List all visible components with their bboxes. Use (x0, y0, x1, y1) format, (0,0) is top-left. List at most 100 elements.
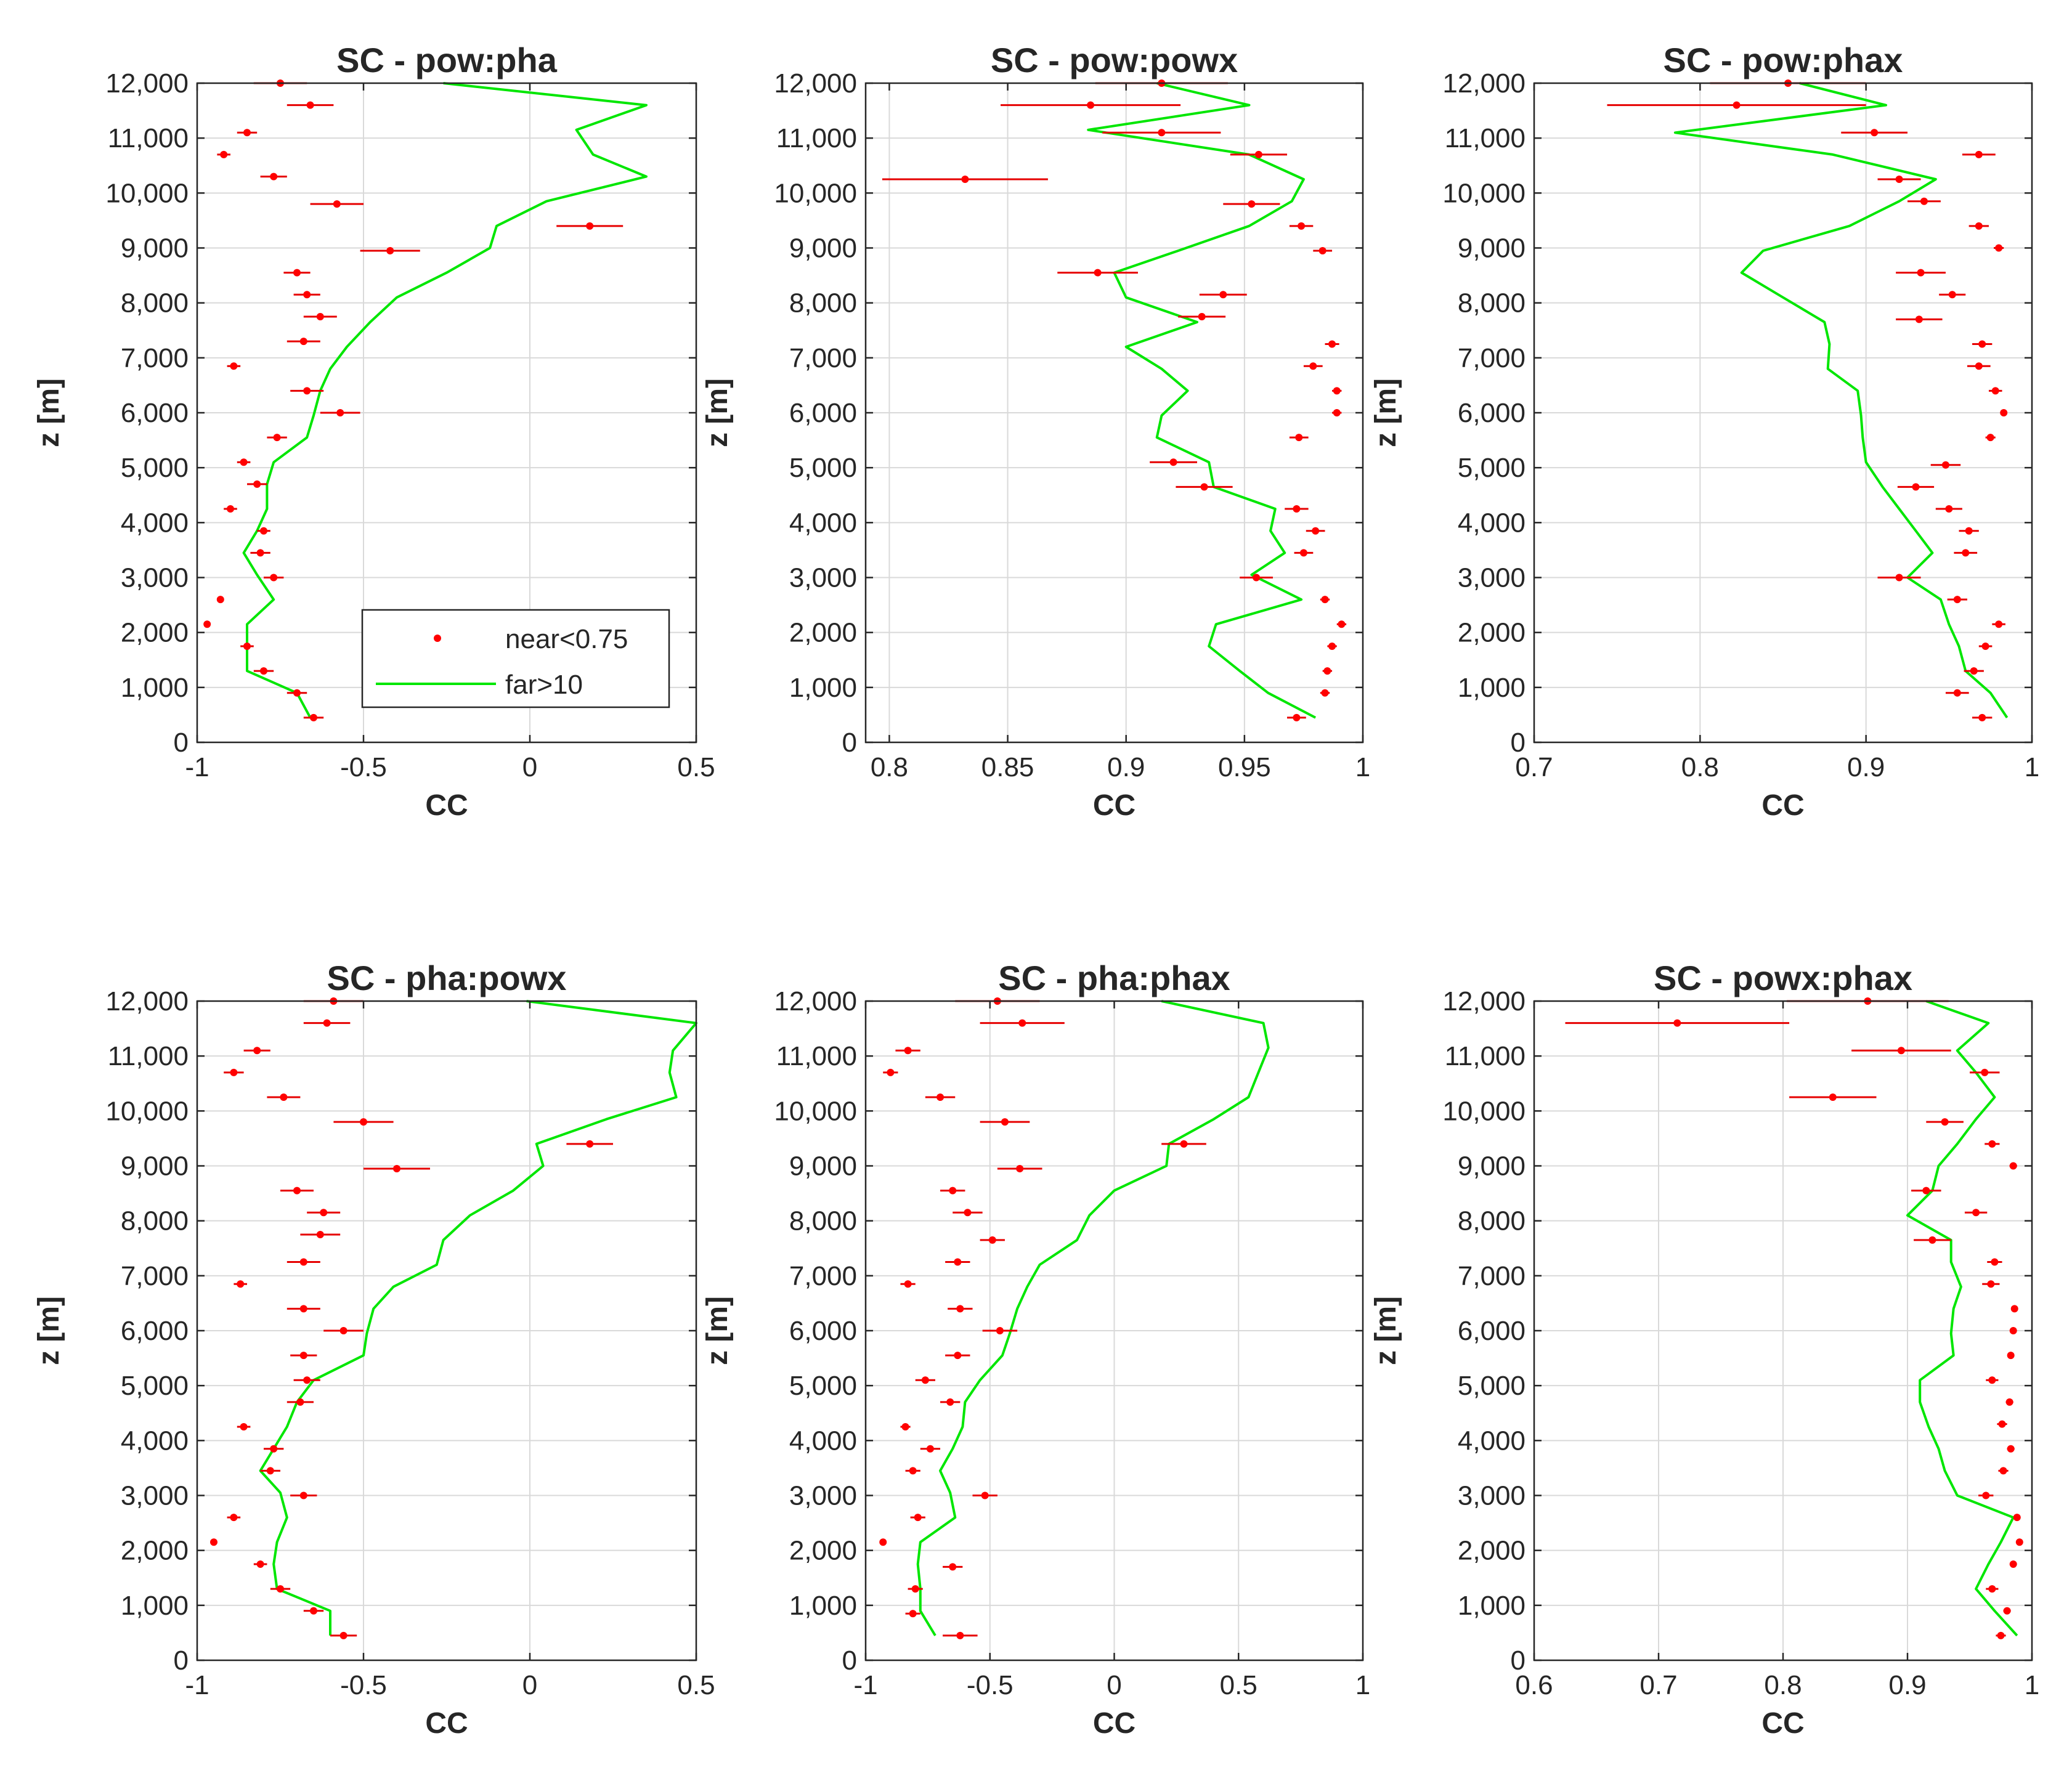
near-data-point (323, 1019, 331, 1027)
y-tick-label: 12,000 (105, 986, 189, 1016)
chart-title: SC - pha:powx (327, 959, 567, 997)
near-data-point (949, 1563, 957, 1571)
x-tick-label: 0.5 (677, 1670, 715, 1700)
y-tick-label: 9,000 (789, 233, 857, 264)
near-data-point (1001, 1118, 1009, 1126)
legend-label-far: far>10 (505, 670, 583, 700)
y-tick-label: 2,000 (121, 1536, 189, 1566)
y-tick-label: 6,000 (121, 398, 189, 428)
chart-panel-2: 0.8 0.85 0.9 0.95 1 0 1,000 2,000 3,000 4,000 5,00… (701, 41, 1370, 822)
near-data-point (901, 1423, 909, 1431)
far-series-line (1673, 82, 2009, 719)
near-data-point (1299, 549, 1307, 557)
y-tick-label: 10,000 (1442, 178, 1526, 208)
near-data-point (936, 1093, 945, 1102)
chart-panel-6: 0.6 0.7 0.8 0.9 1 0 1,000 2,000 3,000 4,000 5,000 6… (1370, 959, 2039, 1740)
y-tick-label: 5,000 (1458, 1371, 1526, 1401)
y-axis-label: z [m] (701, 378, 734, 447)
near-data-point (1180, 1140, 1188, 1148)
near-data-point (1094, 269, 1102, 277)
y-tick-label: 7,000 (1458, 343, 1526, 373)
near-data-point (299, 1305, 307, 1313)
x-tick-label: 0 (1107, 1670, 1121, 1700)
y-tick-label: 4,000 (789, 1426, 857, 1456)
x-tick-label: 0 (522, 752, 537, 782)
y-tick-label: 3,000 (789, 1481, 857, 1511)
near-data-point (270, 574, 278, 582)
legend-label-near: near<0.75 (505, 624, 628, 654)
near-data-point (2007, 1352, 2015, 1360)
y-tick-label: 6,000 (789, 398, 857, 428)
near-data-point (2007, 1445, 2015, 1453)
y-tick-label: 6,000 (789, 1316, 857, 1346)
near-data-point (1981, 1068, 1989, 1076)
y-tick-label: 11,000 (776, 1041, 857, 1071)
near-data-point (1948, 291, 1956, 299)
near-data-point (237, 1280, 245, 1288)
near-data-point (1312, 527, 1320, 535)
y-tick-label: 9,000 (789, 1151, 857, 1182)
near-data-point (954, 1258, 962, 1266)
near-data-point (306, 101, 314, 109)
y-tick-label: 5,000 (789, 453, 857, 483)
near-data-point (2010, 1305, 2018, 1313)
near-data-point (1945, 505, 1953, 513)
x-tick-label: 0.7 (1639, 1670, 1677, 1700)
y-tick-label: 8,000 (1458, 288, 1526, 319)
far-series-line (242, 82, 648, 718)
near-data-point (1309, 362, 1317, 370)
legend-marker-near (434, 635, 441, 642)
near-data-point (956, 1631, 964, 1639)
near-data-point (1991, 387, 1999, 395)
near-data-point (1922, 1187, 1930, 1195)
y-tick-label: 0 (842, 1645, 857, 1676)
near-data-point (996, 1327, 1004, 1334)
y-tick-label: 6,000 (1458, 398, 1526, 428)
near-data-point (316, 1230, 324, 1238)
near-data-point (961, 176, 969, 184)
x-tick-label: 1 (2025, 1670, 2039, 1700)
near-data-point (303, 1376, 311, 1384)
y-tick-label: 12,000 (1442, 986, 1526, 1016)
near-data-point (2003, 1607, 2011, 1615)
near-data-point (1987, 1280, 1995, 1288)
x-tick-label: -0.5 (340, 752, 387, 782)
near-data-point (2009, 1327, 2017, 1334)
near-data-point (1333, 387, 1341, 395)
near-data-point (1198, 312, 1206, 320)
y-tick-label: 1,000 (121, 673, 189, 703)
y-tick-label: 4,000 (121, 508, 189, 538)
y-tick-label: 8,000 (789, 1206, 857, 1236)
y-tick-label: 11,000 (1445, 1041, 1526, 1071)
near-data-point (921, 1376, 929, 1384)
near-data-point (216, 596, 224, 604)
near-data-point (2013, 1514, 2021, 1522)
near-data-point (2005, 1398, 2013, 1406)
near-data-point (1871, 129, 1879, 137)
near-data-point (1995, 244, 2003, 252)
y-tick-label: 4,000 (789, 508, 857, 538)
near-data-point (280, 1093, 288, 1102)
near-data-point (1318, 246, 1326, 254)
near-data-point (293, 689, 301, 697)
y-tick-label: 5,000 (121, 453, 189, 483)
near-data-point (1988, 1140, 1996, 1148)
near-data-point (303, 387, 311, 395)
x-tick-label: 0.85 (981, 752, 1034, 782)
near-data-point (1999, 1467, 2007, 1475)
near-data-point (586, 222, 594, 230)
y-tick-label: 2,000 (789, 1536, 857, 1566)
chart-title: SC - pow:powx (991, 41, 1238, 79)
near-data-point (299, 1352, 307, 1360)
x-tick-label: 1 (1355, 752, 1370, 782)
near-data-point (1293, 505, 1301, 513)
near-data-point (1333, 409, 1341, 416)
near-data-point (1941, 1118, 1949, 1126)
near-data-point (1219, 291, 1227, 299)
near-data-point (210, 1538, 217, 1546)
near-data-point (1975, 222, 1983, 230)
near-data-point (1321, 596, 1329, 604)
near-data-point (1298, 222, 1306, 230)
y-tick-label: 3,000 (1458, 563, 1526, 593)
y-tick-label: 3,000 (121, 1481, 189, 1511)
